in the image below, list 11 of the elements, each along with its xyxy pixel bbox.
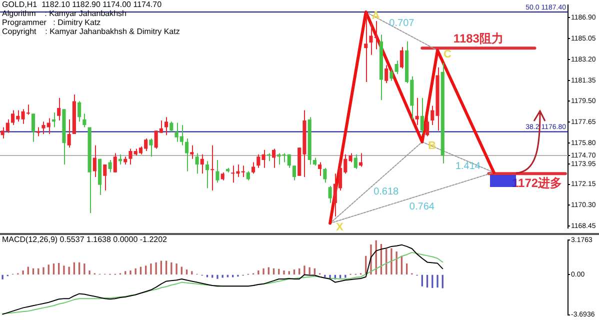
series-label: 1183阻力	[453, 31, 504, 46]
series-label: 0.618	[374, 186, 400, 198]
series-label: 0.707	[389, 18, 415, 29]
annotation: Programmer : Dimitry Katz	[2, 18, 102, 27]
annotation: X	[336, 221, 344, 234]
series-label: 0.764	[409, 202, 435, 213]
annotation: C	[444, 48, 452, 60]
series-label: 1.414	[455, 160, 481, 172]
chart-title: GOLD,H1 1182.10 1182.90 1174.00 1174.70	[2, 0, 163, 9]
chart-title: MACD(12,26,9) 0.5537 1.1638 0.0000 -1.2202	[2, 235, 168, 244]
annotation: Copyright : Kamyar Jahanbakhsh & Dimitry Katz	[2, 27, 180, 36]
